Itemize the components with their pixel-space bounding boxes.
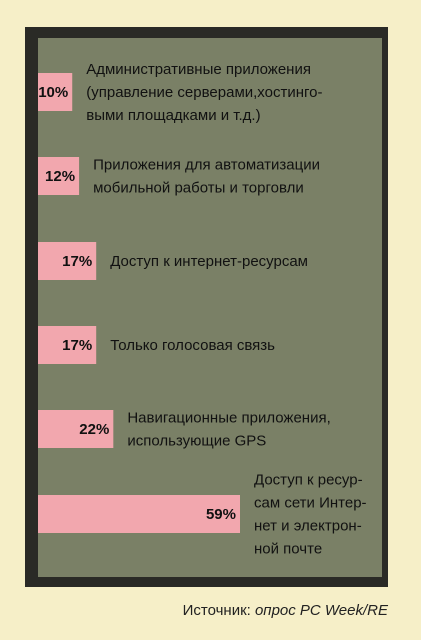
bar-5 [38,410,114,448]
bar-value-label-3: 17% [62,253,92,270]
bar-value-label-4: 17% [62,337,92,354]
category-label-6-line-3: нет и электрон- [254,518,362,535]
chart-panel [38,38,382,577]
category-label-1-line-3: выми площадками и т.д.) [86,107,260,124]
category-label-2-line-1: Приложения для автоматизации [93,157,320,174]
category-label-6-line-1: Доступ к ресур- [254,472,363,489]
category-label-1-line-1: Административные приложения [86,61,311,78]
bar-4 [38,326,97,364]
bar-1 [38,73,73,111]
category-label-5-line-1: Навигационные приложения, [127,410,330,427]
bar-value-label-5: 22% [79,421,109,438]
category-label-1-line-2: (управление серверами,хостинго- [86,84,322,101]
category-label-6-line-2: сам сети Интер- [254,495,367,512]
source-caption: Источник: опрос PC Week/RE [0,602,388,619]
bar-3 [38,242,97,280]
bar-value-label-1: 10% [38,84,68,101]
bar-2 [38,157,80,195]
bar-6 [38,495,240,533]
category-label-4-line-1: Только голосовая связь [110,337,275,354]
source-text: опрос PC Week/RE [254,602,388,619]
source-prefix: Источник: [182,602,255,619]
category-label-6-line-4: ной почте [254,541,322,558]
bar-value-label-6: 59% [206,506,236,523]
bar-value-label-2: 12% [45,168,75,185]
category-label-5-line-2: использующие GPS [127,433,266,450]
category-label-3-line-1: Доступ к интернет-ресурсам [110,253,308,270]
category-label-2-line-2: мобильной работы и торговли [93,180,304,197]
